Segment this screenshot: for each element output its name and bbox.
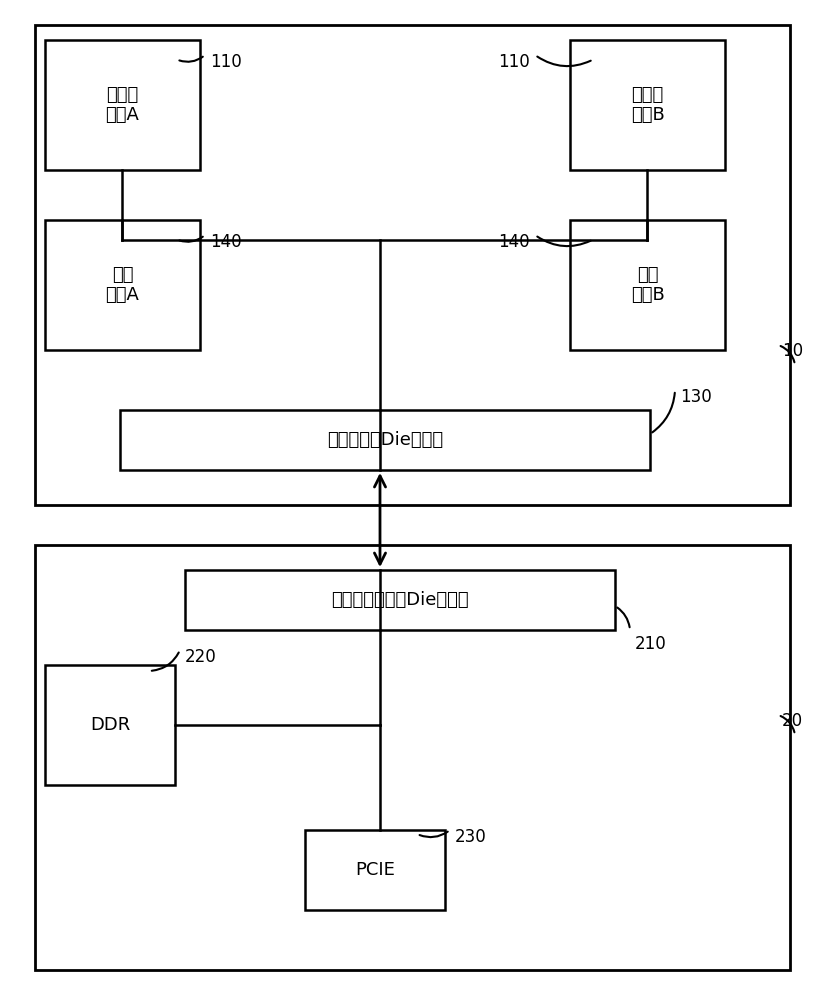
Text: 140: 140 xyxy=(498,233,530,251)
Text: 高速互联晶粒的Die间接口: 高速互联晶粒的Die间接口 xyxy=(331,591,469,609)
Text: 140: 140 xyxy=(210,233,242,251)
Bar xyxy=(185,570,615,630)
Bar xyxy=(120,410,650,470)
Bar xyxy=(570,40,725,170)
Text: DDR: DDR xyxy=(90,716,131,734)
Text: 10: 10 xyxy=(782,342,803,360)
Bar xyxy=(45,40,200,170)
Bar xyxy=(305,830,445,910)
Text: 系统
缓存A: 系统 缓存A xyxy=(106,266,140,304)
Bar xyxy=(45,220,200,350)
Bar xyxy=(35,25,790,505)
Text: 计算晶粒的Die间接口: 计算晶粒的Die间接口 xyxy=(327,431,443,449)
Bar xyxy=(35,545,790,970)
Text: 110: 110 xyxy=(210,53,242,71)
Text: 20: 20 xyxy=(782,712,803,730)
Text: 210: 210 xyxy=(635,635,667,653)
Text: 130: 130 xyxy=(680,388,712,406)
Bar xyxy=(570,220,725,350)
Text: 系统
缓存B: 系统 缓存B xyxy=(630,266,664,304)
Bar xyxy=(45,665,175,785)
Text: 230: 230 xyxy=(455,828,487,846)
Text: 220: 220 xyxy=(185,648,216,666)
Text: 处理器
单元B: 处理器 单元B xyxy=(630,86,664,124)
Text: 110: 110 xyxy=(498,53,530,71)
Text: PCIE: PCIE xyxy=(355,861,395,879)
Text: 处理器
单元A: 处理器 单元A xyxy=(106,86,140,124)
